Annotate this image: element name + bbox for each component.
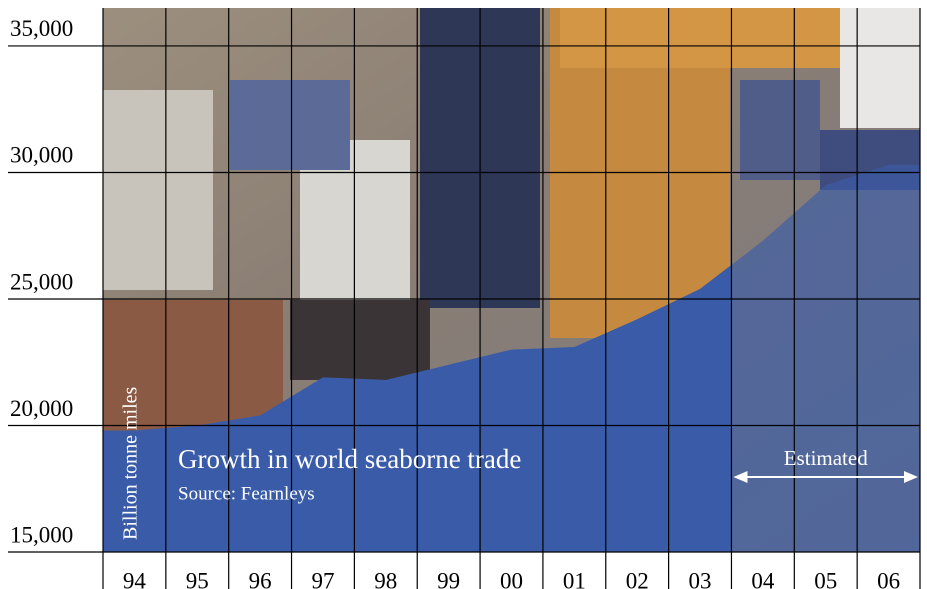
x-tick-label: 97 <box>311 568 334 589</box>
x-tick-label: 01 <box>563 568 586 589</box>
chart-subtitle: Source: Fearnleys <box>178 483 315 504</box>
x-tick-label: 94 <box>123 568 147 589</box>
x-tick-label: 05 <box>814 568 837 589</box>
area <box>103 164 920 552</box>
x-tick-label: 00 <box>500 568 523 589</box>
y-tick-label: 30,000 <box>10 143 73 168</box>
y-tick-label: 20,000 <box>10 396 73 421</box>
annotation-label: Estimated <box>784 446 868 470</box>
x-tick-label: 99 <box>437 568 460 589</box>
y-tick-label: 35,000 <box>10 16 73 41</box>
x-tick-label: 02 <box>626 568 649 589</box>
y-tick-label: 15,000 <box>10 522 73 547</box>
arrow-head <box>904 471 918 483</box>
arrow-head <box>733 471 748 483</box>
x-tick-label: 04 <box>751 568 775 589</box>
x-tick-label: 98 <box>374 568 397 589</box>
x-tick-label: 96 <box>249 568 272 589</box>
x-tick-label: 06 <box>877 568 900 589</box>
chart-title: Growth in world seaborne trade <box>178 444 521 474</box>
x-tick-label: 95 <box>186 568 209 589</box>
y-axis-label: Billion tonne miles <box>120 386 142 540</box>
y-tick-label: 25,000 <box>10 269 73 294</box>
x-tick-label: 03 <box>689 568 712 589</box>
axis-band <box>103 552 920 589</box>
